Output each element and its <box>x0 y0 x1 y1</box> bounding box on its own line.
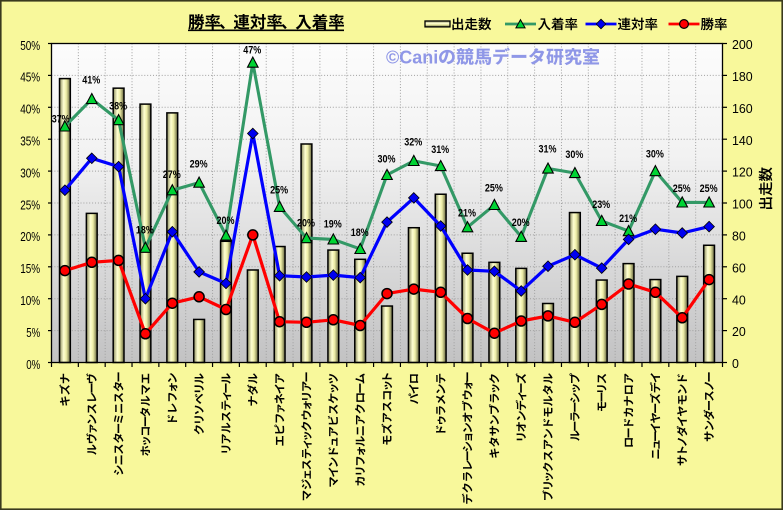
svg-text:10%: 10% <box>20 293 40 308</box>
svg-text:25%: 25% <box>673 183 691 195</box>
svg-text:5%: 5% <box>26 325 40 340</box>
svg-text:0%: 0% <box>26 357 40 372</box>
svg-text:40%: 40% <box>20 102 40 117</box>
svg-text:31%: 31% <box>431 144 449 156</box>
svg-text:45%: 45% <box>20 70 40 85</box>
svg-text:25%: 25% <box>700 183 718 195</box>
svg-text:20: 20 <box>732 324 746 339</box>
svg-text:30%: 30% <box>378 154 396 166</box>
svg-text:15%: 15% <box>20 261 40 276</box>
svg-text:20%: 20% <box>20 229 40 244</box>
svg-text:25%: 25% <box>485 183 503 195</box>
svg-text:180: 180 <box>732 69 753 84</box>
svg-text:40: 40 <box>732 292 746 307</box>
svg-text:80: 80 <box>732 229 746 244</box>
svg-text:21%: 21% <box>619 213 637 225</box>
svg-text:20%: 20% <box>297 218 315 230</box>
svg-text:50%: 50% <box>20 38 40 53</box>
svg-text:140: 140 <box>732 133 753 148</box>
svg-text:200: 200 <box>732 37 753 52</box>
svg-text:29%: 29% <box>190 159 208 171</box>
svg-text:41%: 41% <box>82 75 100 87</box>
svg-text:38%: 38% <box>109 100 127 112</box>
svg-text:30%: 30% <box>565 149 583 161</box>
svg-text:20%: 20% <box>512 217 530 229</box>
svg-text:37%: 37% <box>52 113 70 125</box>
svg-text:20%: 20% <box>217 215 235 227</box>
svg-text:21%: 21% <box>458 207 476 219</box>
svg-text:100: 100 <box>732 197 753 212</box>
svg-text:35%: 35% <box>20 134 40 149</box>
svg-text:32%: 32% <box>404 136 422 148</box>
svg-text:60: 60 <box>732 260 746 275</box>
svg-text:18%: 18% <box>136 225 154 237</box>
svg-text:30%: 30% <box>20 165 40 180</box>
svg-text:25%: 25% <box>20 197 40 212</box>
svg-text:19%: 19% <box>324 218 342 230</box>
svg-text:23%: 23% <box>592 199 610 211</box>
svg-text:©Cani: ©Cani <box>386 47 438 67</box>
svg-text:160: 160 <box>732 101 753 116</box>
svg-text:120: 120 <box>732 165 753 180</box>
svg-text:25%: 25% <box>270 185 288 197</box>
svg-text:18%: 18% <box>351 227 369 239</box>
svg-text:30%: 30% <box>646 148 664 160</box>
svg-text:47%: 47% <box>243 45 261 57</box>
svg-text:0: 0 <box>732 356 739 371</box>
svg-text:31%: 31% <box>539 143 557 155</box>
svg-text:27%: 27% <box>163 169 181 181</box>
